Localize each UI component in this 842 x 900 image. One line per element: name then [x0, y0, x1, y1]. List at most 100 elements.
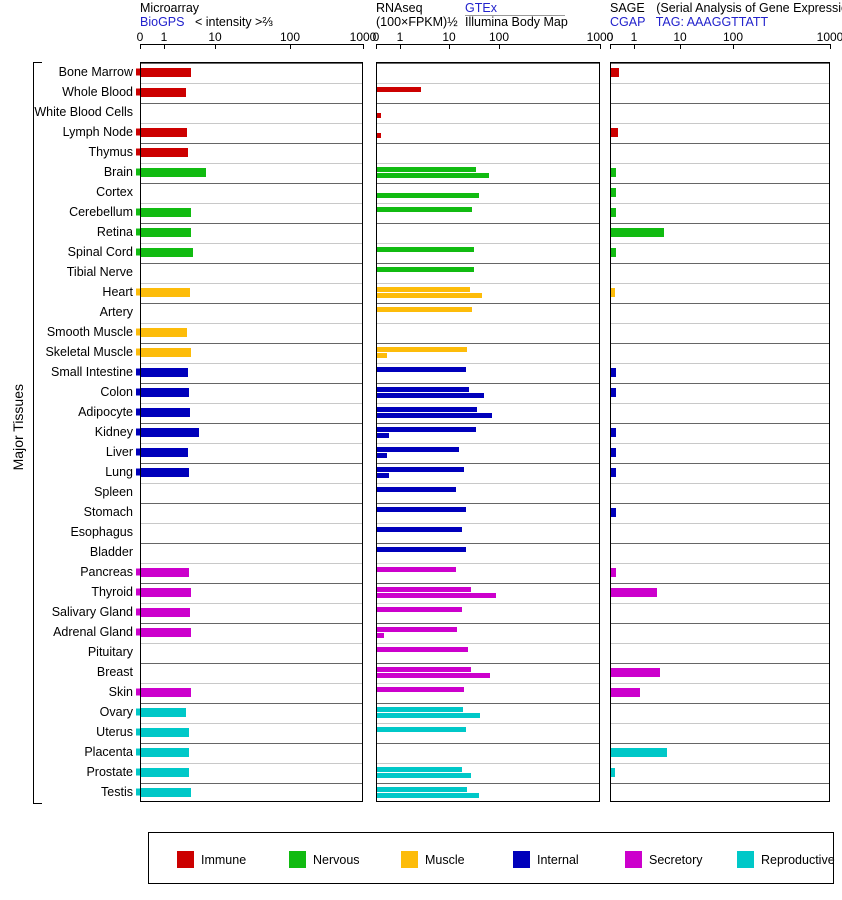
- gridline: [611, 563, 829, 564]
- gridline: [377, 243, 599, 244]
- plot-panel-rnaseq: [376, 62, 600, 802]
- legend-item-reproductive[interactable]: Reproductive: [737, 851, 835, 868]
- tissue-label: Pituitary: [87, 645, 133, 659]
- axis-tick-label: 0: [372, 30, 380, 44]
- tissue-label: Whole Blood: [62, 85, 133, 99]
- gridline: [611, 743, 829, 744]
- rnaseq-header: RNAseq: [376, 2, 423, 15]
- legend-item-immune[interactable]: Immune: [177, 851, 246, 868]
- legend-swatch-reproductive: [737, 851, 754, 868]
- gridline: [377, 63, 599, 64]
- legend-item-nervous[interactable]: Nervous: [289, 851, 360, 868]
- tissue-label: Kidney: [94, 425, 133, 439]
- expression-bar: [377, 447, 459, 452]
- legend-item-internal[interactable]: Internal: [513, 851, 579, 868]
- expression-bar: [141, 608, 191, 617]
- axis-tick: [215, 44, 216, 49]
- expression-bar: [141, 228, 191, 237]
- gridline: [141, 583, 362, 584]
- gridline: [141, 143, 362, 144]
- tissue-label: Salivary Gland: [51, 605, 133, 619]
- expression-bar: [611, 748, 668, 757]
- expression-bar: [611, 688, 641, 697]
- gridline: [377, 583, 599, 584]
- gridline: [611, 783, 829, 784]
- expression-bar: [141, 468, 189, 477]
- plot-panel-microarray: [140, 62, 363, 802]
- x-axis-sage: 0 1 10 100 1000: [607, 30, 842, 58]
- legend-label: Secretory: [649, 852, 703, 867]
- gridline: [377, 123, 599, 124]
- gridline: [377, 343, 599, 344]
- gridline: [611, 63, 829, 64]
- expression-bar: [611, 228, 665, 237]
- tissue-label: Brain: [103, 165, 133, 179]
- axis-tick: [400, 44, 401, 49]
- axis-tick-label: 1000: [349, 30, 377, 44]
- tissue-label: Adipocyte: [78, 405, 133, 419]
- gridline: [377, 283, 599, 284]
- axis-tick-label: 10: [673, 30, 687, 44]
- expression-bar: [611, 568, 616, 577]
- expression-bar: [141, 748, 189, 757]
- legend-label: Nervous: [313, 852, 360, 867]
- expression-bar: [377, 687, 464, 692]
- gridline: [141, 603, 362, 604]
- tissue-label: Esophagus: [70, 525, 133, 539]
- expression-bar: [611, 128, 619, 137]
- gridline: [377, 323, 599, 324]
- expression-bar: [377, 713, 481, 718]
- x-axis-rnaseq: 0 1 10 100 1000: [373, 30, 613, 58]
- gridline: [141, 683, 362, 684]
- gridline: [377, 603, 599, 604]
- gridline: [377, 503, 599, 504]
- gridline: [377, 623, 599, 624]
- rnaseq-second-source: Illumina Body Map: [465, 16, 568, 29]
- expression-bar: [141, 348, 191, 357]
- sage-header: SAGE (Serial Analysis of Gene Expression…: [610, 2, 842, 15]
- gridline: [611, 543, 829, 544]
- expression-bar: [611, 768, 615, 777]
- expression-bar: [377, 393, 484, 398]
- gridline: [611, 623, 829, 624]
- legend-item-muscle[interactable]: Muscle: [401, 851, 465, 868]
- tissue-label: Pancreas: [80, 565, 133, 579]
- tissue-label: Cerebellum: [69, 205, 133, 219]
- expression-bar: [141, 788, 191, 797]
- gridline: [377, 683, 599, 684]
- expression-bar: [141, 708, 187, 717]
- tissue-label: Skeletal Muscle: [45, 345, 133, 359]
- expression-bar: [377, 347, 468, 352]
- legend-item-secretory[interactable]: Secretory: [625, 851, 703, 868]
- expression-bar: [377, 193, 479, 198]
- expression-bar: [377, 353, 387, 358]
- tissue-label: Heart: [102, 285, 133, 299]
- tissue-label: Testis: [101, 785, 133, 799]
- expression-bar: [611, 428, 616, 437]
- gridline: [611, 683, 829, 684]
- gridline: [377, 663, 599, 664]
- tissue-label: Colon: [100, 385, 133, 399]
- gridline: [611, 463, 829, 464]
- tissue-label: Stomach: [83, 505, 133, 519]
- expression-bar: [611, 508, 616, 517]
- gridline: [141, 723, 362, 724]
- expression-bar: [377, 287, 470, 292]
- gridline: [141, 83, 362, 84]
- axis-tick-label: 1: [160, 30, 168, 44]
- expression-bar: [141, 128, 187, 137]
- expression-bar: [377, 413, 493, 418]
- tissue-label: Liver: [105, 445, 133, 459]
- gridline: [141, 243, 362, 244]
- expression-bar: [141, 588, 191, 597]
- axis-tick-label: 100: [722, 30, 744, 44]
- gridline: [611, 603, 829, 604]
- expression-bar: [377, 133, 381, 138]
- gridline: [611, 203, 829, 204]
- gridline: [611, 343, 829, 344]
- tissue-label: Thyroid: [91, 585, 133, 599]
- gridline: [611, 443, 829, 444]
- expression-bar: [611, 168, 616, 177]
- expression-bar: [141, 248, 194, 257]
- gridline: [141, 63, 362, 64]
